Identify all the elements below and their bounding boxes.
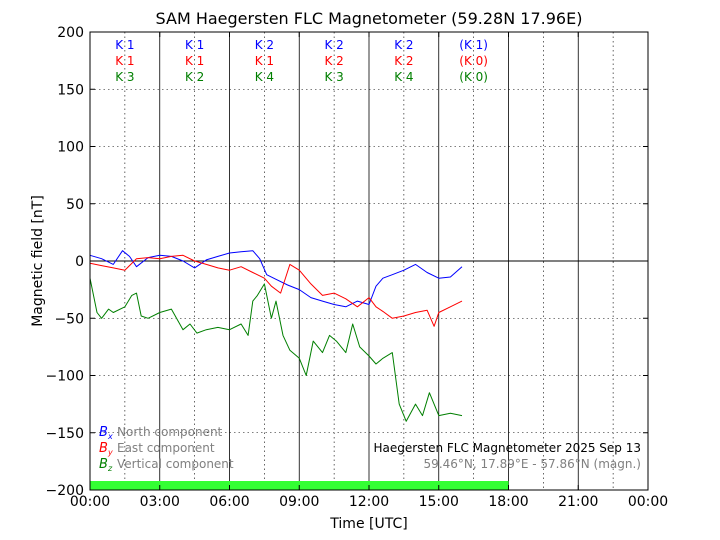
k-index-label: K 4 [394, 70, 413, 84]
k-index-labels: K 1 K 1 K 3 K 1 K 1 K 2 K 2 K 1 K 4 K 2 K 2 K 3 K 2 K… [115, 38, 488, 84]
x-tick-label: 18:00 [488, 494, 528, 510]
k-index-label: K 2 [324, 38, 343, 52]
y-axis-label: Magnetic field [nT] [30, 195, 46, 327]
legend-text: North component [117, 425, 223, 439]
k-index-label: (K 1) [459, 38, 488, 52]
y-tick-label: −100 [46, 369, 84, 385]
legend-text: East component [117, 441, 215, 455]
k-index-label: (K 0) [459, 54, 488, 68]
series-line-x [89, 250, 463, 308]
k-index-label: K 1 [115, 54, 134, 68]
k-index-label: K 2 [394, 54, 413, 68]
k-index-label: K 4 [255, 70, 274, 84]
k-index-label: K 3 [115, 70, 134, 84]
y-tick-label: −150 [46, 426, 84, 442]
legend-subscript: z [107, 464, 113, 473]
legend-symbol: B [99, 441, 108, 456]
y-tick-label: −200 [46, 483, 84, 499]
legend-subscript: x [107, 432, 113, 441]
series-line-y [89, 254, 463, 327]
y-tick-label: −50 [54, 311, 84, 327]
x-tick-label: 12:00 [349, 494, 389, 510]
chart-title: SAM Haegersten FLC Magnetometer (59.28N … [156, 9, 583, 28]
annotation-line-2: 59.46°N, 17.89°E - 57.86°N (magn.) [424, 457, 641, 471]
k-index-label: K 2 [394, 38, 413, 52]
axis-ticks [89, 31, 649, 491]
k-index-label: K 3 [324, 70, 343, 84]
x-tick-label: 09:00 [279, 494, 319, 510]
k-index-label: K 2 [185, 70, 204, 84]
x-tick-label: 15:00 [419, 494, 459, 510]
y-tick-label: 100 [57, 140, 84, 156]
k-index-label: K 2 [324, 54, 343, 68]
y-tick-label: 200 [57, 25, 84, 41]
y-tick-label: 50 [66, 197, 84, 213]
x-tick-label: 06:00 [209, 494, 249, 510]
k-index-label: (K 0) [459, 70, 488, 84]
x-tick-label: 00:00 [628, 494, 668, 510]
k-index-label: K 1 [185, 54, 204, 68]
annotation-line-1: Haegersten FLC Magnetometer 2025 Sep 13 [373, 441, 641, 455]
x-axis-label: Time [UTC] [329, 516, 407, 532]
series-layer [89, 250, 463, 422]
legend-symbol: B [99, 457, 108, 472]
y-tick-label: 0 [75, 254, 84, 270]
k-index-label: K 1 [255, 54, 274, 68]
legend-symbol: B [99, 425, 108, 440]
x-tick-label: 00:00 [70, 494, 110, 510]
x-tick-label: 03:00 [140, 494, 180, 510]
legend-subscript: y [107, 448, 113, 457]
k-index-label: K 1 [185, 38, 204, 52]
x-tick-label: 21:00 [558, 494, 598, 510]
k-index-label: K 1 [115, 38, 134, 52]
y-tick-label: 150 [57, 82, 84, 98]
k-index-label: K 2 [255, 38, 274, 52]
legend-text: Vertical component [117, 457, 234, 471]
series-line-z [89, 278, 463, 422]
axis-tick-labels: 00:00 03:00 06:00 09:00 12:00 15:00 18:00 21:00… [46, 25, 669, 510]
